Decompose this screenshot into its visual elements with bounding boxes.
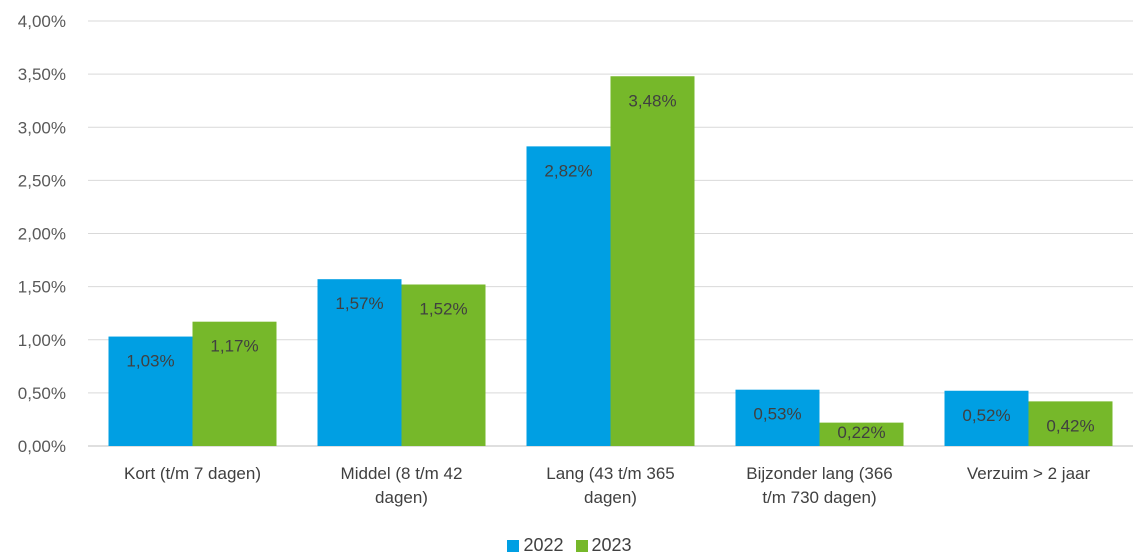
bar-2023[interactable] <box>192 321 277 446</box>
x-category-label: Middel (8 t/m 42 <box>341 464 463 483</box>
legend-swatch-2023 <box>575 539 588 552</box>
x-category-label: t/m 730 dagen) <box>762 488 876 507</box>
x-category-label: dagen) <box>375 488 428 507</box>
y-tick-label: 3,50% <box>18 65 66 84</box>
legend: 2022 2023 <box>0 535 1139 556</box>
y-tick-label: 3,00% <box>18 118 66 137</box>
x-category-label: Kort (t/m 7 dagen) <box>124 464 261 483</box>
data-label: 1,57% <box>335 294 383 313</box>
x-category-label: Lang (43 t/m 365 <box>546 464 675 483</box>
data-label: 0,53% <box>753 405 801 424</box>
y-axis-ticks: 0,00% 0,50% 1,00% 1,50% 2,00% 2,50% 3,00% 3,50%… <box>18 12 66 456</box>
y-tick-label: 4,00% <box>18 12 66 31</box>
legend-label-2023: 2023 <box>591 535 632 555</box>
data-label: 3,48% <box>628 91 676 110</box>
bar-chart: 0,00% 0,50% 1,00% 1,50% 2,00% 2,50% 3,00% 3,50%… <box>18 12 1133 507</box>
bar-2023[interactable] <box>1028 401 1113 446</box>
bar-2022[interactable] <box>317 279 402 446</box>
bar-2022[interactable] <box>735 389 820 446</box>
data-label: 1,52% <box>419 300 467 319</box>
y-tick-label: 1,50% <box>18 278 66 297</box>
x-axis-categories: Kort (t/m 7 dagen) Middel (8 t/m 42 dagen)… <box>124 464 1090 507</box>
y-tick-label: 1,00% <box>18 331 66 350</box>
data-label: 1,17% <box>210 337 258 356</box>
y-tick-label: 0,50% <box>18 384 66 403</box>
legend-item-2022[interactable]: 2022 <box>507 535 564 556</box>
data-label: 0,22% <box>837 423 885 442</box>
y-tick-label: 0,00% <box>18 437 66 456</box>
legend-label-2022: 2022 <box>523 535 564 555</box>
bar-2023[interactable] <box>401 284 486 447</box>
data-label: 1,03% <box>126 352 174 371</box>
legend-item-2023[interactable]: 2023 <box>575 535 632 556</box>
bar-2023[interactable] <box>819 422 904 446</box>
data-labels: 1,03% 1,17% 1,57% 1,52% 2,82% 3,48% 0,53% 0,22%… <box>126 91 1094 442</box>
y-tick-label: 2,50% <box>18 171 66 190</box>
legend-swatch-2022 <box>507 539 520 552</box>
x-category-label: Verzuim > 2 jaar <box>967 464 1091 483</box>
bar-2022[interactable] <box>526 146 611 446</box>
y-tick-label: 2,00% <box>18 225 66 244</box>
bar-2022[interactable] <box>944 390 1029 446</box>
data-label: 0,42% <box>1046 416 1094 435</box>
bars <box>108 76 1113 447</box>
data-label: 0,52% <box>962 406 1010 425</box>
bar-2022[interactable] <box>108 336 193 446</box>
x-category-label: Bijzonder lang (366 <box>746 464 892 483</box>
x-category-label: dagen) <box>584 488 637 507</box>
bar-2023[interactable] <box>610 76 695 446</box>
data-label: 2,82% <box>544 161 592 180</box>
